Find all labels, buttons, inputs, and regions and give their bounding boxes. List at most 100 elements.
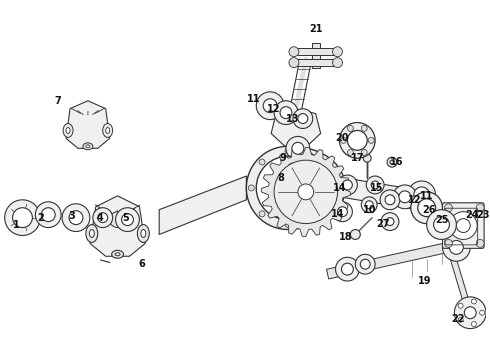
Polygon shape <box>261 147 350 237</box>
Text: 10: 10 <box>363 205 376 215</box>
Ellipse shape <box>86 145 90 148</box>
Text: 19: 19 <box>418 276 431 286</box>
Circle shape <box>476 204 484 212</box>
Circle shape <box>98 213 108 222</box>
Circle shape <box>465 307 476 319</box>
Circle shape <box>371 181 379 189</box>
Circle shape <box>110 212 125 228</box>
FancyBboxPatch shape <box>442 203 484 248</box>
Polygon shape <box>326 239 463 279</box>
Circle shape <box>298 184 314 200</box>
Circle shape <box>366 176 384 194</box>
Text: 7: 7 <box>55 96 62 106</box>
Circle shape <box>444 204 452 212</box>
Circle shape <box>434 217 449 233</box>
Circle shape <box>256 92 284 120</box>
Circle shape <box>399 191 411 203</box>
Circle shape <box>480 310 485 315</box>
Ellipse shape <box>141 230 146 238</box>
Circle shape <box>449 240 464 254</box>
Text: 18: 18 <box>339 233 352 242</box>
Circle shape <box>122 214 133 226</box>
Circle shape <box>342 263 353 275</box>
Circle shape <box>347 149 353 156</box>
Circle shape <box>418 199 436 217</box>
Circle shape <box>5 200 40 235</box>
Text: 15: 15 <box>370 183 384 193</box>
Circle shape <box>360 259 370 269</box>
Circle shape <box>458 317 463 322</box>
Circle shape <box>259 159 265 165</box>
Circle shape <box>444 239 452 247</box>
Circle shape <box>289 58 299 68</box>
Ellipse shape <box>106 127 110 134</box>
Text: 14: 14 <box>333 183 346 193</box>
Circle shape <box>343 180 352 190</box>
Polygon shape <box>271 109 320 147</box>
Polygon shape <box>345 178 417 210</box>
Text: 16: 16 <box>390 157 404 167</box>
Circle shape <box>347 125 353 131</box>
Text: 12: 12 <box>268 104 281 114</box>
Polygon shape <box>439 219 471 310</box>
Circle shape <box>341 138 346 143</box>
Circle shape <box>62 204 90 231</box>
Circle shape <box>274 160 338 224</box>
Text: 5: 5 <box>122 213 129 222</box>
Circle shape <box>286 136 310 160</box>
Circle shape <box>476 239 484 247</box>
Circle shape <box>442 234 470 261</box>
Text: 4: 4 <box>97 213 103 222</box>
Circle shape <box>411 192 442 224</box>
Circle shape <box>283 158 303 178</box>
Text: 26: 26 <box>422 205 436 215</box>
Polygon shape <box>294 48 338 55</box>
Text: 27: 27 <box>376 219 390 229</box>
Ellipse shape <box>63 123 73 138</box>
Circle shape <box>116 208 139 231</box>
Text: 11: 11 <box>420 191 433 201</box>
Circle shape <box>471 299 476 304</box>
Text: 2: 2 <box>37 213 44 222</box>
Text: 9: 9 <box>280 153 286 163</box>
Text: 17: 17 <box>350 153 364 163</box>
Text: 24: 24 <box>466 210 479 220</box>
Circle shape <box>381 213 399 230</box>
Circle shape <box>471 321 476 327</box>
Text: 21: 21 <box>309 24 322 35</box>
Circle shape <box>427 210 456 239</box>
Circle shape <box>408 181 436 209</box>
Ellipse shape <box>246 147 345 229</box>
Circle shape <box>278 178 298 198</box>
Ellipse shape <box>103 123 113 138</box>
Circle shape <box>361 197 377 213</box>
Circle shape <box>266 166 310 210</box>
Circle shape <box>350 230 360 239</box>
Circle shape <box>414 187 430 203</box>
Circle shape <box>248 185 254 191</box>
Circle shape <box>311 211 317 217</box>
Circle shape <box>246 146 330 230</box>
Circle shape <box>285 222 291 228</box>
Circle shape <box>387 157 397 167</box>
Polygon shape <box>66 101 110 148</box>
Text: 11: 11 <box>246 94 260 104</box>
Circle shape <box>363 154 371 162</box>
Circle shape <box>274 101 298 125</box>
Text: 25: 25 <box>435 215 448 225</box>
Circle shape <box>449 212 477 239</box>
Circle shape <box>293 109 313 129</box>
Circle shape <box>340 122 375 158</box>
Circle shape <box>259 211 265 217</box>
Circle shape <box>321 185 328 191</box>
Text: 20: 20 <box>336 134 349 143</box>
Ellipse shape <box>112 250 123 258</box>
Ellipse shape <box>137 225 149 242</box>
Text: 13: 13 <box>286 114 300 123</box>
Text: 3: 3 <box>69 211 75 221</box>
Text: 14: 14 <box>331 209 344 219</box>
Circle shape <box>93 208 113 228</box>
Text: 12: 12 <box>408 195 421 205</box>
Ellipse shape <box>89 230 94 238</box>
Polygon shape <box>294 59 338 66</box>
